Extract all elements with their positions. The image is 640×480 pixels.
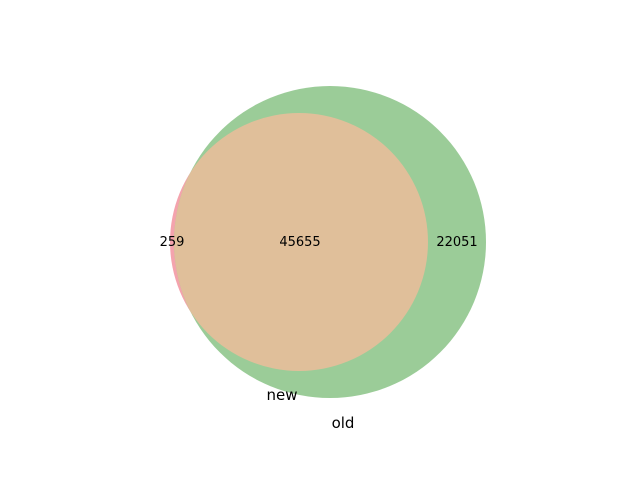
count-old-only: 22051: [436, 235, 477, 250]
count-new-only: 259: [160, 235, 185, 250]
count-both: 45655: [279, 235, 320, 250]
set-label-new: new: [266, 386, 297, 404]
set-label-old: old: [332, 414, 355, 432]
